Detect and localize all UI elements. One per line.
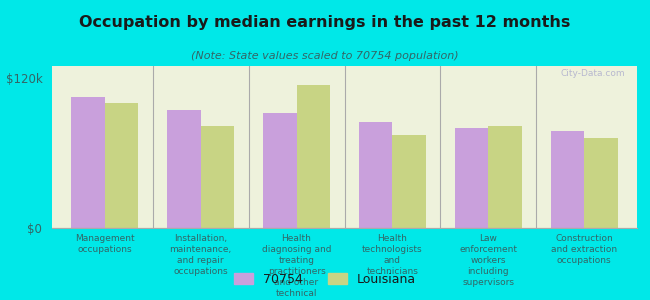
Bar <box>263 113 296 228</box>
Bar <box>393 134 426 228</box>
Bar <box>455 128 488 228</box>
Text: Health
technologists
and
technicians: Health technologists and technicians <box>362 234 422 276</box>
Legend: 70754, Louisiana: 70754, Louisiana <box>229 268 421 291</box>
Bar <box>488 126 522 228</box>
Bar <box>296 85 330 228</box>
Bar <box>105 103 138 228</box>
Bar <box>551 131 584 228</box>
Bar <box>201 126 234 228</box>
Text: Management
occupations: Management occupations <box>75 234 135 254</box>
Bar <box>584 138 618 228</box>
Text: Health
diagnosing and
treating
practitioners
and other
technical
occupations: Health diagnosing and treating practitio… <box>262 234 332 300</box>
Text: (Note: State values scaled to 70754 population): (Note: State values scaled to 70754 popu… <box>191 51 459 61</box>
Text: Law
enforcement
workers
including
supervisors: Law enforcement workers including superv… <box>460 234 517 287</box>
Bar <box>72 97 105 228</box>
Bar <box>167 110 201 228</box>
Text: Occupation by median earnings in the past 12 months: Occupation by median earnings in the pas… <box>79 15 571 30</box>
Bar <box>359 122 393 228</box>
Text: Installation,
maintenance,
and repair
occupations: Installation, maintenance, and repair oc… <box>170 234 232 276</box>
Text: Construction
and extraction
occupations: Construction and extraction occupations <box>551 234 617 265</box>
Text: City-Data.com: City-Data.com <box>561 69 625 78</box>
